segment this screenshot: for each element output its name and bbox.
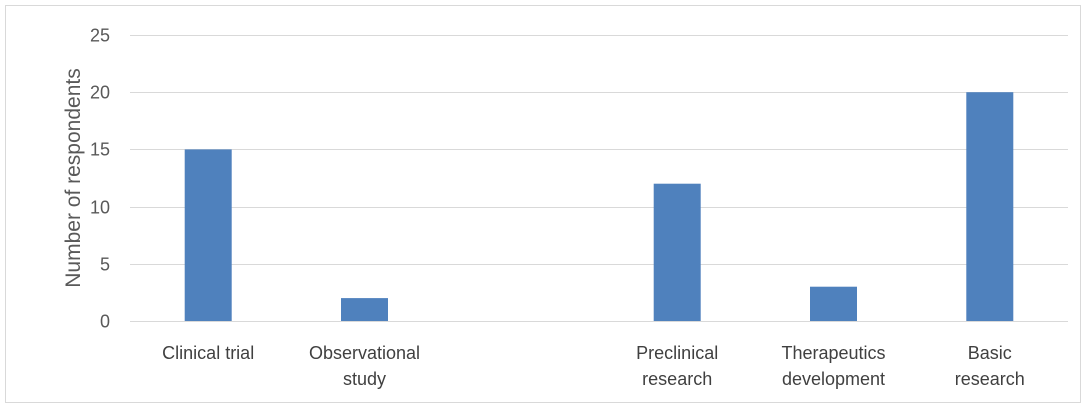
gridlines [130,36,1068,322]
y-tick-label: 20 [90,83,110,103]
y-tick-label: 15 [90,140,110,160]
bar [966,92,1013,321]
bars [185,92,1014,321]
x-category-label: Clinical trial [162,343,254,363]
bar [185,149,232,321]
x-category-label: study [343,369,386,389]
x-category-label: Therapeutics [781,343,885,363]
bar [810,287,857,321]
y-axis-title: Number of respondents [62,68,85,287]
x-category-label: Preclinical [636,343,718,363]
x-category-label: research [642,369,712,389]
y-tick-label: 25 [90,26,110,46]
bar [654,184,701,321]
y-tick-label: 5 [100,255,110,275]
y-tick-label: 0 [100,312,110,332]
x-category-label: development [782,369,885,389]
x-category-label: research [955,369,1025,389]
bar [341,298,388,321]
x-category-label: Basic [968,343,1012,363]
y-axis-ticks: 0 5 10 15 20 25 [90,26,110,332]
x-axis-labels: Clinical trial Observational study Preclini… [162,343,1025,389]
y-tick-label: 10 [90,198,110,218]
x-category-label: Observational [309,343,420,363]
